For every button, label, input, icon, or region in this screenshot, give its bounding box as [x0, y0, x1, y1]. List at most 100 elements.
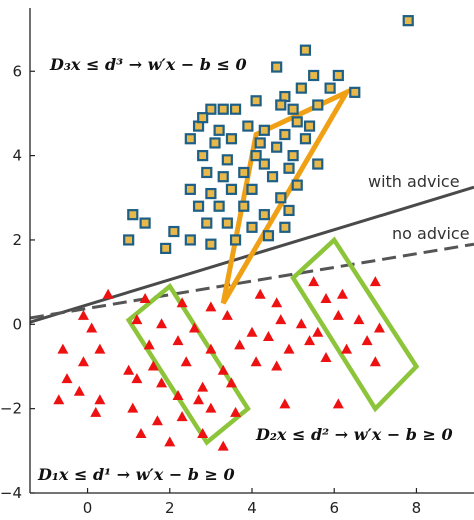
triangle-point [262, 330, 274, 341]
square-point [291, 179, 303, 191]
triangle-point [197, 381, 209, 392]
triangle-point [217, 364, 229, 375]
annotation-d1: D₁x ≤ d¹ → w′x − b ≥ 0 [37, 465, 235, 484]
triangle-point [77, 356, 89, 367]
square-point [287, 150, 299, 162]
triangle-point [312, 326, 324, 337]
square-point [402, 15, 414, 27]
triangle-point [143, 339, 155, 350]
square-point [246, 221, 258, 233]
square-point [279, 128, 291, 141]
triangle-point [102, 288, 114, 299]
square-point [139, 217, 151, 229]
x-tick-label: 6 [329, 499, 339, 517]
triangle-point [176, 411, 188, 422]
triangle-point [353, 314, 365, 325]
triangle-point [254, 288, 266, 299]
square-point [258, 158, 270, 170]
triangle-point [234, 339, 246, 350]
triangle-point [94, 343, 106, 354]
triangle-point [180, 356, 192, 367]
square-point [246, 183, 258, 195]
x-tick-label: 4 [247, 499, 257, 517]
triangle-point [123, 364, 135, 375]
square-point [258, 209, 270, 221]
square-point [209, 137, 221, 149]
triangle-point [176, 297, 188, 308]
triangle-point [283, 343, 295, 354]
triangle-point [73, 385, 85, 396]
triangle-point [320, 293, 332, 303]
square-point [205, 238, 217, 250]
triangle-point [246, 326, 258, 337]
triangle-point [90, 406, 102, 417]
triangle-point [332, 398, 344, 409]
square-point [312, 99, 324, 111]
triangle-point [86, 322, 98, 333]
axes: −4 −2 0 2 4 6 0 2 4 6 8 [0, 8, 474, 517]
triangle-point [172, 390, 184, 400]
triangle-point [131, 373, 143, 384]
square-point [308, 69, 320, 82]
square-point [238, 200, 250, 212]
square-point [279, 221, 291, 233]
triangle-point [336, 288, 348, 299]
square-point [201, 217, 213, 229]
y-tick-label: −2 [0, 400, 22, 418]
triangle-point [373, 322, 385, 333]
triangle-point [188, 322, 200, 333]
triangle-point [77, 309, 89, 320]
square-point [184, 133, 196, 145]
triangle-point [369, 276, 381, 287]
triangle-point [205, 402, 217, 413]
triangle-point [205, 301, 217, 312]
triangle-point [193, 394, 205, 405]
triangle-point [61, 373, 73, 384]
y-tick-label: 2 [12, 231, 22, 249]
square-point [205, 103, 217, 115]
triangle-point [156, 377, 168, 388]
triangle-point [332, 309, 344, 320]
square-point [250, 95, 262, 107]
knowledge-region-box-2 [290, 236, 420, 413]
triangle-point [127, 402, 139, 413]
square-point [332, 69, 344, 82]
square-point [160, 242, 172, 254]
annotation-d3: D₃x ≤ d³ → w′x − b ≤ 0 [49, 55, 247, 74]
square-point [271, 61, 283, 73]
square-point [217, 103, 229, 115]
triangle-point [205, 343, 217, 354]
y-tick-label: 4 [12, 147, 22, 165]
square-point [184, 234, 196, 246]
y-tick-label: −4 [0, 484, 22, 502]
square-point [221, 154, 233, 166]
triangle-point [217, 440, 229, 451]
triangle-point [197, 427, 209, 438]
triangle-point [320, 352, 332, 363]
triangle-point [271, 297, 283, 308]
x-tick-label: 8 [412, 499, 422, 517]
square-point [303, 120, 316, 132]
square-point [254, 137, 266, 149]
square-point [250, 150, 262, 162]
square-point [229, 103, 242, 115]
triangle-point [275, 314, 287, 325]
triangle-point [164, 436, 176, 447]
triangle-point [151, 415, 163, 426]
label-with-advice: with advice [368, 172, 460, 191]
square-point [283, 204, 295, 217]
triangle-point [156, 318, 168, 329]
square-point [127, 209, 139, 221]
triangle-point [135, 427, 147, 438]
square-point [213, 124, 225, 136]
triangle-point [57, 343, 69, 354]
label-no-advice: no advice [392, 224, 470, 243]
square-point [287, 103, 299, 115]
square-point [291, 116, 303, 128]
square-point [192, 200, 205, 212]
square-point [197, 150, 209, 162]
square-point [242, 120, 254, 132]
triangle-point [147, 360, 159, 371]
triangle-point [94, 394, 106, 405]
y-tick-label: 0 [12, 315, 22, 333]
